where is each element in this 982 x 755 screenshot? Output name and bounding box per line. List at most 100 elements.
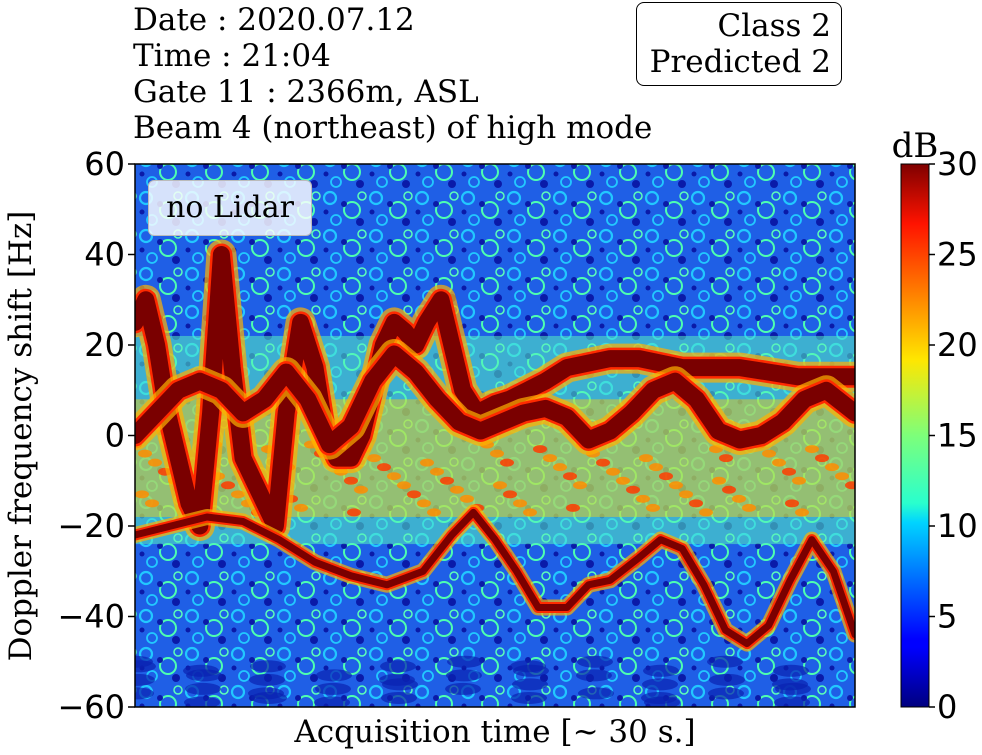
noise-speck [606,467,620,476]
noise-speck [407,490,421,499]
colorbar-tick-label: 30 [937,145,978,183]
y-tick-label: 20 [84,326,125,364]
class-label: Class 2 [717,8,831,44]
noise-speck [447,655,483,668]
y-tick-label: −60 [57,688,125,726]
no-lidar-legend: no Lidar [148,180,312,236]
noise-speck [186,669,222,682]
noise-speck [523,508,537,517]
noise-speck [553,463,567,472]
noise-speck [249,673,285,686]
noise-speck [699,508,713,517]
noise-speck [772,458,786,467]
noise-speck [775,682,811,695]
noise-speck [732,494,746,503]
y-tick-label: −40 [57,598,125,636]
noise-speck [221,481,235,490]
noise-speck [835,472,849,481]
noise-speck [792,476,806,485]
noise-speck [742,503,756,512]
y-tick-label: 40 [84,236,125,274]
noise-speck [707,655,743,668]
noise-speck [563,472,577,481]
noise-speck [135,660,156,673]
noise-speck [646,503,660,512]
noise-speck [512,678,548,691]
noise-speck [251,691,287,704]
y-tick-label: −20 [57,507,125,545]
noise-speck [815,454,829,463]
noise-speck [490,449,504,458]
noise-speck [314,696,350,707]
noise-speck [722,485,736,494]
time-label: Time : 21:04 [133,38,331,74]
noise-speck [533,445,547,454]
y-axis-title: Doppler frequency shift [Hz] [3,211,39,662]
noise-speck [785,499,799,508]
noise-speck [774,696,810,707]
noise-speck [669,481,683,490]
y-tick-label: 0 [105,417,125,455]
noise-speck [145,499,159,508]
noise-speck [719,454,733,463]
beam-label: Beam 4 (northeast) of high mode [133,110,653,146]
noise-speck [659,472,673,481]
noise-speck [135,687,154,700]
noise-speck [573,481,587,490]
noise-speck [689,499,703,508]
noise-speck [712,476,726,485]
noise-speck [347,508,361,517]
colorbar-tick-label: 25 [937,236,978,274]
colorbar-tick-label: 15 [937,417,978,455]
noise-speck [500,458,514,467]
heatmap-area [135,164,855,707]
gate-label: Gate 11 : 2366m, ASL [133,74,479,110]
noise-speck [184,696,220,707]
colorbar-tick-label: 0 [937,688,957,726]
noise-speck [148,458,162,467]
noise-speck [639,454,653,463]
noise-speck [679,490,693,499]
noise-speck [344,476,358,485]
colorbar-label: dB [892,126,939,166]
noise-speck [805,445,819,454]
noise-speck [503,490,517,499]
noise-speck [377,463,391,472]
noise-speck [709,673,745,686]
noise-speck [513,499,527,508]
noise-speck [596,458,610,467]
colorbar [901,164,929,707]
noise-speck [543,454,557,463]
noise-speck [185,682,221,695]
noise-speck [397,481,411,490]
noise-speck [440,476,454,485]
noise-speck [430,467,444,476]
noise-speck [626,485,640,494]
y-axis-ticks: 60 40 20 0 −20 −40 −60 [57,145,135,726]
noise-speck [578,687,614,700]
noise-speck [231,490,245,499]
noise-speck [450,485,464,494]
noise-speck [380,660,416,673]
noise-speck [420,458,434,467]
noise-speck [566,503,580,512]
noise-speck [250,660,286,673]
noise-speck [643,664,679,677]
date-label: Date : 2020.07.12 [133,2,415,38]
class-box: Class 2 Predicted 2 [636,2,842,86]
noise-speck [387,472,401,481]
noise-speck [642,678,678,691]
noise-speck [382,678,418,691]
noise-speck [315,682,351,695]
colorbar-tick-label: 10 [937,507,978,545]
noise-speck [138,449,152,458]
noise-speck [460,494,474,503]
noise-speck [845,481,855,490]
noise-speck [762,449,776,458]
predicted-label: Predicted 2 [649,44,831,80]
noise-speck [577,655,613,668]
noise-speck [825,463,839,472]
noise-speck [427,508,441,517]
noise-speck [511,691,547,704]
